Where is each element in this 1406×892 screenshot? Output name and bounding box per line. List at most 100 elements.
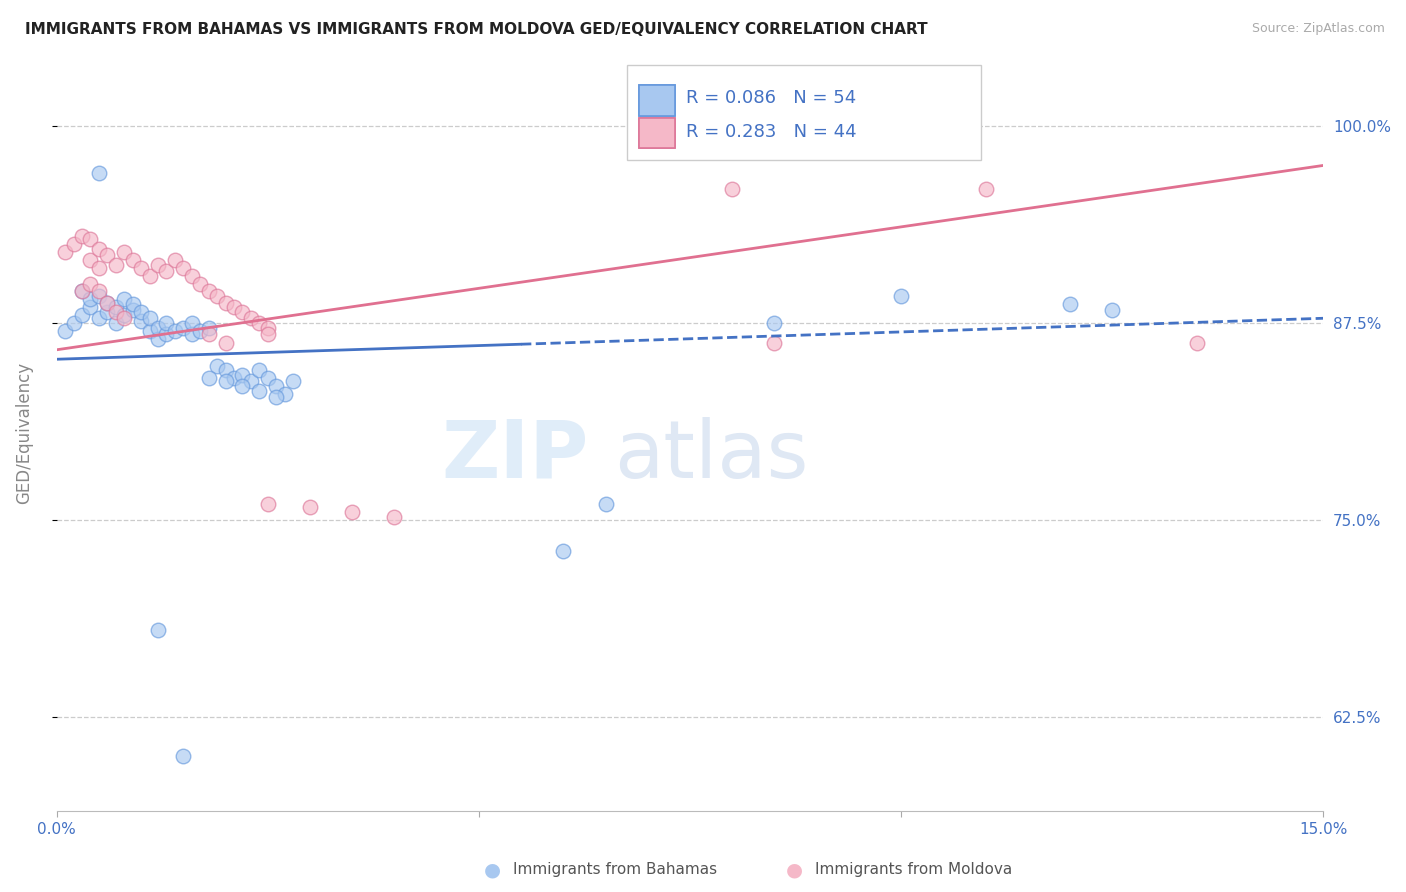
Point (104, 316, 127, 330)
Point (70, 229, 93, 244)
Point (96, 248, 118, 262)
Text: R = 0.086   N = 54: R = 0.086 N = 54 (686, 89, 856, 107)
Point (70, 308, 93, 322)
Point (79, 252, 101, 267)
Point (256, 320, 278, 334)
Point (214, 336, 236, 351)
Point (172, 260, 194, 275)
Point (180, 268, 202, 283)
Point (129, 260, 152, 275)
Point (264, 379, 287, 393)
Point (112, 308, 135, 322)
Text: atlas: atlas (614, 417, 808, 495)
Text: ●: ● (786, 860, 803, 880)
Point (62, 237, 84, 252)
Point (87, 285, 110, 299)
Point (53, 324, 76, 338)
Point (1059, 297, 1081, 311)
Point (79, 232, 101, 246)
Point (172, 320, 194, 334)
Text: Immigrants from Moldova: Immigrants from Moldova (815, 863, 1012, 877)
Point (96, 295, 118, 310)
Point (129, 314, 152, 328)
Point (247, 384, 270, 398)
Point (264, 390, 287, 404)
Point (79, 300, 101, 314)
Point (222, 371, 245, 385)
Point (112, 245, 135, 260)
Text: ●: ● (484, 860, 501, 880)
Point (214, 374, 236, 388)
Point (595, 497, 617, 511)
Point (197, 371, 219, 385)
Point (96, 305, 118, 319)
Point (96, 295, 118, 310)
FancyBboxPatch shape (640, 118, 675, 148)
Point (281, 374, 304, 388)
Point (214, 363, 236, 377)
Point (79, 277, 101, 291)
Point (87, 242, 110, 256)
Point (172, 749, 194, 764)
Point (138, 311, 160, 326)
Point (239, 311, 262, 326)
FancyBboxPatch shape (627, 65, 981, 160)
Point (553, 544, 575, 558)
Point (121, 303, 143, 318)
Y-axis label: GED/Equivalency: GED/Equivalency (15, 362, 32, 504)
Point (121, 252, 143, 267)
Point (146, 258, 169, 272)
Point (87, 166, 110, 180)
Point (763, 336, 786, 351)
Point (146, 624, 169, 638)
Point (62, 316, 84, 330)
Point (197, 320, 219, 334)
Point (146, 332, 169, 346)
Point (87, 260, 110, 275)
Point (205, 359, 228, 373)
Point (112, 293, 135, 307)
Point (205, 289, 228, 303)
Point (188, 277, 211, 291)
Point (112, 311, 135, 326)
Point (104, 300, 127, 314)
Point (104, 305, 127, 319)
Point (146, 320, 169, 334)
Point (138, 324, 160, 338)
Point (138, 268, 160, 283)
Point (104, 258, 127, 272)
Point (1101, 303, 1123, 318)
Text: ZIP: ZIP (441, 417, 589, 495)
Point (155, 326, 177, 341)
Text: Immigrants from Bahamas: Immigrants from Bahamas (513, 863, 717, 877)
Text: Source: ZipAtlas.com: Source: ZipAtlas.com (1251, 22, 1385, 36)
Point (155, 264, 177, 278)
Point (298, 500, 321, 515)
Point (197, 326, 219, 341)
Point (87, 289, 110, 303)
Point (121, 297, 143, 311)
Point (247, 363, 270, 377)
Point (53, 245, 76, 260)
Point (155, 316, 177, 330)
Point (87, 311, 110, 326)
Text: R = 0.283   N = 44: R = 0.283 N = 44 (686, 122, 856, 141)
Point (763, 316, 786, 330)
FancyBboxPatch shape (640, 86, 675, 116)
Point (384, 509, 406, 524)
Point (231, 379, 253, 393)
Point (70, 285, 93, 299)
Point (180, 326, 202, 341)
Point (214, 295, 236, 310)
Point (70, 285, 93, 299)
Point (256, 497, 278, 511)
Point (247, 316, 270, 330)
Point (273, 387, 295, 401)
Point (340, 505, 363, 519)
Point (163, 324, 186, 338)
Point (79, 293, 101, 307)
Point (1185, 336, 1208, 351)
Point (180, 316, 202, 330)
Point (256, 326, 278, 341)
Point (231, 305, 253, 319)
